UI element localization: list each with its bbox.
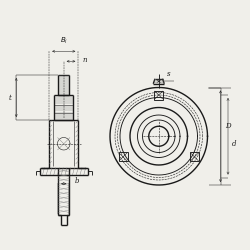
Text: D: D: [225, 122, 230, 130]
Text: t: t: [9, 94, 12, 102]
Text: $B_i$: $B_i$: [60, 36, 68, 46]
Text: d: d: [232, 140, 236, 148]
Text: n: n: [83, 56, 87, 64]
Text: s: s: [167, 70, 170, 78]
Text: b: b: [74, 177, 79, 185]
